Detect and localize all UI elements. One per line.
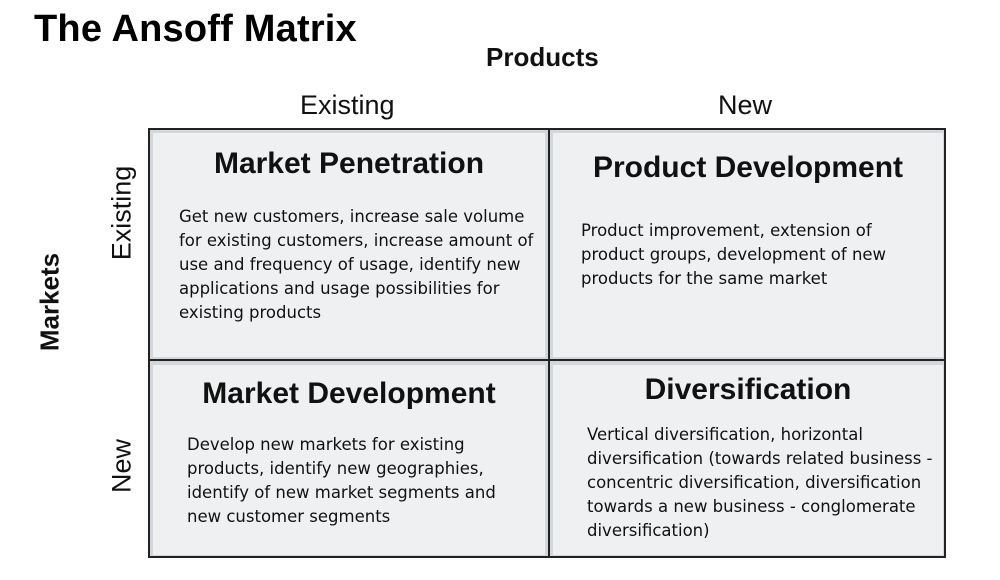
quadrant-market-development: Market Development Develop new markets f… bbox=[153, 365, 545, 555]
quadrant-market-penetration: Market Penetration Get new customers, in… bbox=[153, 133, 545, 357]
column-label-existing: Existing bbox=[300, 90, 395, 120]
quadrant-description: Product improvement, extension of produc… bbox=[581, 221, 887, 288]
quadrant-title: Market Penetration bbox=[213, 147, 485, 180]
quadrant-diversification: Diversification Vertical diversification… bbox=[553, 365, 943, 555]
quadrant-title: Product Development bbox=[592, 151, 904, 184]
page-title: The Ansoff Matrix bbox=[34, 8, 357, 50]
markets-axis-label: Markets bbox=[34, 252, 65, 352]
products-axis-label: Products bbox=[486, 42, 599, 72]
quadrant-description: Develop new markets for existing product… bbox=[187, 435, 496, 526]
quadrant-description: Get new customers, increase sale volume … bbox=[179, 207, 534, 322]
quadrant-title: Diversification bbox=[644, 373, 852, 406]
quadrant-description: Vertical diversification, horizontal div… bbox=[587, 425, 933, 540]
ansoff-matrix-grid: Market Penetration Get new customers, in… bbox=[148, 128, 946, 558]
quadrant-title: Market Development bbox=[202, 377, 496, 410]
row-label-existing: Existing bbox=[106, 165, 137, 261]
grid-divider-vertical bbox=[548, 130, 550, 556]
grid-divider-horizontal bbox=[150, 359, 944, 361]
column-label-new: New bbox=[718, 90, 773, 120]
quadrant-product-development: Product Development Product improvement,… bbox=[553, 133, 943, 357]
row-label-new: New bbox=[106, 438, 137, 494]
